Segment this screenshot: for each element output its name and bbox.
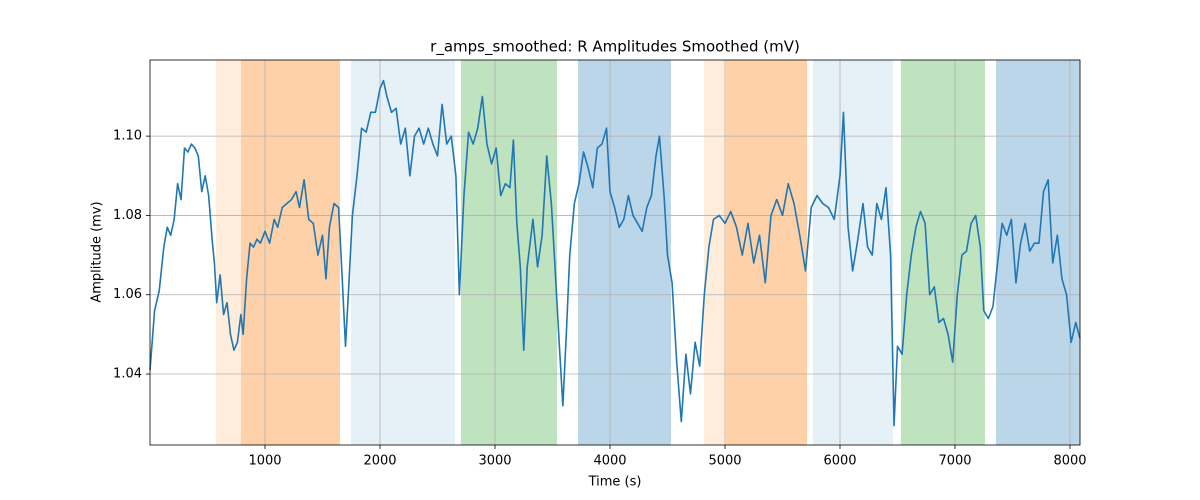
y-tick-label: 1.10	[113, 129, 142, 144]
data-line	[149, 79, 1081, 427]
shaded-span	[900, 60, 986, 445]
shaded-span	[726, 60, 807, 445]
x-tick-label: 8000	[1053, 454, 1086, 469]
plot-frame	[149, 59, 1081, 446]
x-tick-label: 1000	[248, 454, 281, 469]
x-tick-label: 5000	[708, 454, 741, 469]
x-tick-label: 6000	[823, 454, 856, 469]
shaded-span	[812, 60, 894, 445]
shaded-span	[460, 60, 557, 445]
shaded-span	[996, 60, 1080, 445]
shaded-span	[578, 60, 671, 445]
chart-title: r_amps_smoothed: R Amplitudes Smoothed (…	[430, 38, 800, 57]
x-axis-label: Time (s)	[588, 475, 642, 490]
x-tick-label: 2000	[363, 454, 396, 469]
x-tick-label: 7000	[938, 454, 971, 469]
x-tick-label: 3000	[478, 454, 511, 469]
x-tick-label: 4000	[593, 454, 626, 469]
shaded-span	[351, 60, 455, 445]
y-axis-label: Amplitude (mv)	[90, 201, 105, 302]
y-tick-label: 1.06	[113, 287, 142, 302]
y-tick-label: 1.04	[113, 367, 142, 382]
y-tick-label: 1.08	[113, 208, 142, 223]
shaded-span	[240, 60, 340, 445]
